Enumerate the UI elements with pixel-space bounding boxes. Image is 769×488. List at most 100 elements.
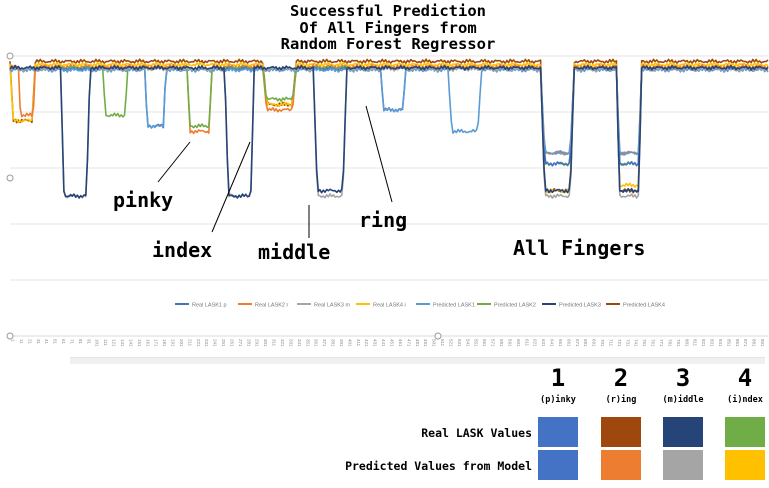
x-tick-label: 421 (364, 339, 369, 347)
chart-legend: Real LASK1 p Real LASK2 r Real LASK3 m Real… (175, 303, 665, 309)
x-tick-label: 541 (465, 339, 470, 347)
x-tick-label: 481 (415, 339, 420, 347)
finger-number: 2 (613, 364, 629, 392)
x-tick-label: 681 (583, 339, 588, 347)
resize-handle-left-bottom[interactable] (6, 332, 14, 340)
x-tick-label: 41 (44, 339, 49, 345)
x-tick-label: 801 (684, 339, 689, 347)
x-tick-label: 221 (196, 339, 201, 347)
x-tick-label: 341 (297, 339, 302, 347)
resize-handle-bottom-mid[interactable] (434, 332, 442, 340)
x-tick-label: 381 (331, 339, 336, 347)
real-color-swatch (538, 417, 578, 447)
x-tick-label: 531 (457, 339, 462, 347)
x-tick-label: 351 (305, 339, 310, 347)
x-tick-label: 51 (53, 339, 58, 345)
x-tick-label: 791 (676, 339, 681, 347)
x-tick-label: 621 (533, 339, 538, 347)
x-tick-label: 11 (19, 339, 24, 344)
predicted-color-swatch (538, 450, 578, 480)
x-tick-label: 631 (541, 339, 546, 347)
finger-name: (i)ndex (727, 395, 763, 405)
x-tick-label: 501 (432, 339, 437, 347)
finger-name: (p)inky (540, 395, 576, 405)
legend-label: Real LASK2 r (255, 303, 288, 309)
legend-label: Real LASK3 m (314, 303, 350, 309)
x-tick-label: 181 (162, 339, 167, 347)
x-tick-label: 751 (642, 339, 647, 347)
x-tick-label: 361 (314, 339, 319, 347)
x-tick-label: 91 (86, 339, 91, 345)
x-tick-label: 261 (230, 339, 235, 347)
title-line-2: Of All Fingers from (299, 18, 477, 37)
annotation-index: index (152, 238, 213, 262)
predicted-color-swatch (663, 450, 703, 480)
row-label-predicted: Predicted Values from Model (345, 459, 532, 473)
x-tick-label: 881 (752, 339, 757, 347)
x-tick-label: 551 (474, 339, 479, 347)
x-tick-label: 461 (398, 339, 403, 347)
x-tick-label: 851 (726, 339, 731, 347)
x-tick-label: 871 (743, 339, 748, 347)
x-tick-label: 301 (263, 339, 268, 347)
x-tick-label: 561 (482, 339, 487, 347)
x-tick-label: 311 (272, 339, 277, 347)
x-tick-label: 721 (617, 339, 622, 347)
series-layer (9, 58, 769, 199)
x-tick-label: 371 (322, 339, 327, 347)
horizontal-scrollbar[interactable] (70, 357, 765, 364)
x-tick-label: 491 (423, 339, 428, 347)
x-tick-label: 841 (718, 339, 723, 347)
x-tick-label: 1 (11, 339, 16, 342)
pinky-arrow (157, 141, 191, 183)
annotation-middle: middle (258, 240, 331, 264)
finger-name: (m)iddle (662, 395, 704, 405)
legend-label: Predicted LASK4 (623, 303, 665, 309)
x-tick-label: 781 (667, 339, 672, 347)
x-tick-label: 101 (95, 339, 100, 347)
title-line-1: Successful Prediction (290, 2, 486, 20)
x-tick-label: 511 (440, 339, 445, 347)
x-tick-label: 741 (634, 339, 639, 347)
x-tick-label: 811 (693, 339, 698, 347)
x-tick-label: 271 (238, 339, 243, 347)
x-tick-label: 591 (507, 339, 512, 347)
legend-label: Predicted LASK2 (494, 303, 536, 309)
resize-handle-left-mid[interactable] (6, 174, 14, 182)
x-tick-label: 231 (204, 339, 209, 347)
x-tick-label: 191 (171, 339, 176, 347)
resize-handle-left-top[interactable] (6, 52, 14, 60)
ring-arrow (365, 105, 393, 203)
x-tick-label: 571 (491, 339, 496, 347)
annotation-arrows (157, 105, 393, 238)
x-tick-label: 171 (154, 339, 159, 347)
chart-title: Successful Prediction Of All Fingers fro… (0, 3, 769, 53)
x-tick-label: 81 (78, 339, 83, 345)
x-tick-label: 651 (558, 339, 563, 347)
x-tick-label: 201 (179, 339, 184, 347)
x-tick-label: 891 (760, 339, 765, 347)
x-tick-label: 861 (735, 339, 740, 347)
x-tick-label: 321 (280, 339, 285, 347)
x-tick-label: 251 (221, 339, 226, 347)
x-tick-label: 151 (137, 339, 142, 347)
x-tick-label: 111 (103, 339, 108, 346)
x-tick-label: 831 (710, 339, 715, 347)
x-tick-label: 671 (575, 339, 580, 347)
plot-background (8, 52, 769, 352)
x-tick-label: 581 (499, 339, 504, 347)
finger-number: 1 (550, 364, 566, 392)
x-tick-label: 441 (381, 339, 386, 347)
x-tick-label: 291 (255, 339, 260, 347)
legend-label: Real LASK4 i (373, 303, 406, 309)
series-line-predicted-lask4 (9, 58, 769, 194)
x-tick-label: 451 (390, 339, 395, 347)
real-color-swatch (663, 417, 703, 447)
x-tick-label: 521 (449, 339, 454, 347)
row-label-real: Real LASK Values (421, 426, 532, 440)
x-tick-label: 161 (145, 339, 150, 347)
x-tick-label: 71 (70, 339, 75, 345)
index-arrow (211, 141, 251, 233)
x-tick-label: 31 (36, 339, 41, 345)
predicted-color-swatch (725, 450, 765, 480)
